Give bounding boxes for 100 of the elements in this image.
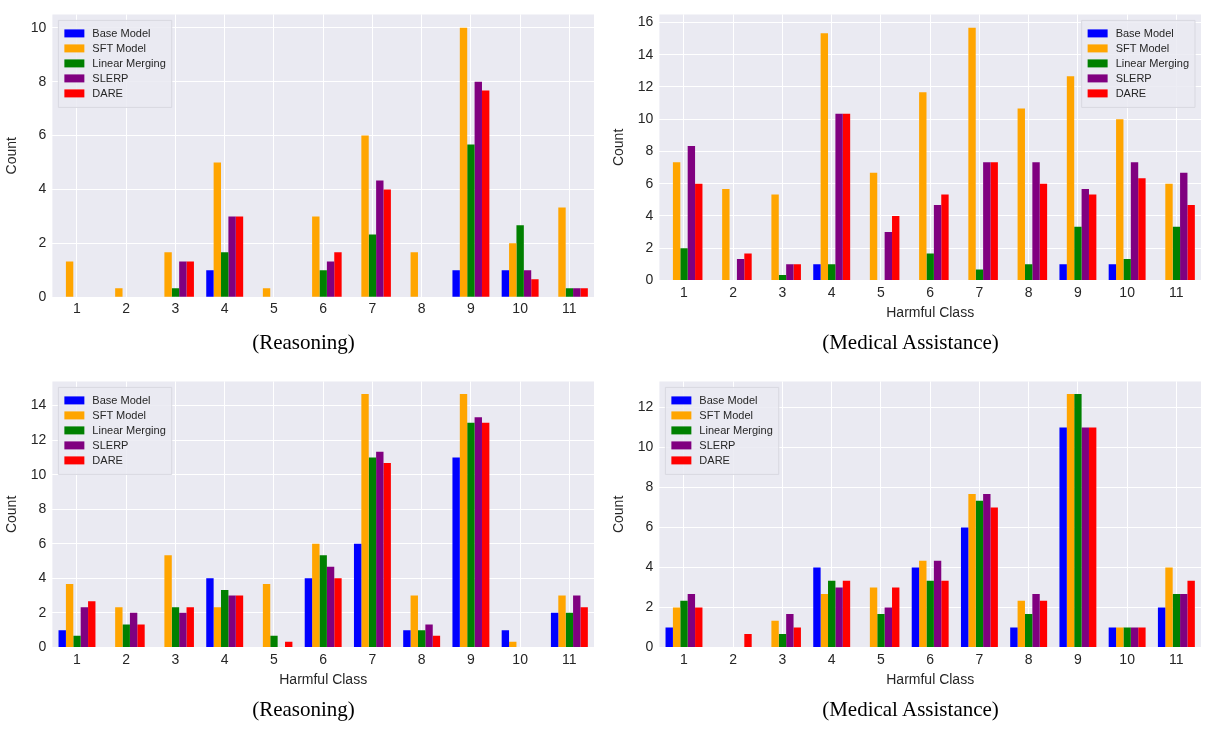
bar <box>550 612 559 647</box>
x-tick-label: 7 <box>368 300 377 317</box>
y-tick-label: 2 <box>645 239 654 256</box>
y-tick-label: 0 <box>38 638 47 655</box>
bar <box>164 555 172 647</box>
bar <box>262 288 271 297</box>
bar <box>1123 258 1131 280</box>
bar <box>368 457 377 647</box>
bar <box>270 635 278 647</box>
bar <box>179 261 187 297</box>
x-tick-label: 10 <box>512 300 529 317</box>
bar <box>417 630 426 647</box>
x-tick-label: 1 <box>73 650 82 667</box>
bar <box>1059 427 1067 647</box>
legend-label: SLERP <box>92 438 129 451</box>
bar <box>722 188 730 280</box>
legend-label: SFT Model <box>699 408 753 421</box>
y-tick-label: 0 <box>645 271 654 288</box>
bar <box>516 225 524 297</box>
bar <box>459 394 468 647</box>
y-tick-label: 2 <box>645 598 654 615</box>
bar <box>558 207 566 297</box>
y-tick-label: 4 <box>38 569 47 586</box>
bar <box>786 614 794 647</box>
bar <box>65 584 74 647</box>
bar <box>911 567 920 647</box>
y-tick-label: 10 <box>637 438 654 455</box>
bar <box>1116 627 1124 647</box>
bar <box>334 578 342 647</box>
bar <box>778 275 787 280</box>
legend-label: Linear Merging <box>699 423 773 436</box>
bar <box>432 635 441 647</box>
x-tick-label: 9 <box>467 300 475 317</box>
legend-label: SFT Model <box>1115 41 1170 54</box>
y-tick-label: 2 <box>38 603 47 620</box>
bar <box>869 172 878 280</box>
y-axis-title: Count <box>610 495 627 534</box>
bar <box>744 634 752 647</box>
bar <box>892 215 900 280</box>
bar <box>467 422 475 647</box>
bar <box>1074 394 1082 647</box>
x-tick-label: 2 <box>122 300 131 317</box>
bar <box>326 261 335 297</box>
bar <box>926 253 934 280</box>
x-tick-label: 8 <box>1024 283 1033 300</box>
bar <box>1032 594 1040 647</box>
bar <box>736 258 745 280</box>
bar <box>919 560 927 647</box>
y-tick-label: 2 <box>38 234 47 251</box>
bar <box>828 580 836 647</box>
bar <box>835 113 843 280</box>
bar <box>221 589 229 647</box>
bar <box>744 253 752 280</box>
x-tick-label: 4 <box>827 650 836 667</box>
bar <box>312 543 320 647</box>
x-tick-label: 7 <box>975 283 984 300</box>
legend-label: Linear Merging <box>92 423 166 436</box>
y-tick-label: 8 <box>38 500 47 517</box>
legend-label: SLERP <box>92 71 129 84</box>
bar <box>793 627 801 647</box>
bar <box>926 580 934 647</box>
bar <box>580 607 588 647</box>
x-tick-label: 8 <box>1024 650 1033 667</box>
y-tick-label: 14 <box>637 45 654 62</box>
bar <box>558 595 566 647</box>
bar <box>304 578 313 647</box>
text: (Medical Assistance) <box>821 329 1000 356</box>
bar <box>452 457 460 647</box>
bar <box>580 288 588 297</box>
y-tick-label: 6 <box>645 518 654 535</box>
x-tick-label: 11 <box>562 300 577 317</box>
text: (Reasoning) <box>251 696 356 723</box>
bar <box>884 607 893 647</box>
x-tick-label: 9 <box>1074 283 1082 300</box>
y-axis-title: Count <box>3 495 20 534</box>
bar <box>960 527 969 647</box>
y-tick-label: 6 <box>645 174 654 191</box>
y-tick-label: 10 <box>30 18 47 35</box>
bar <box>820 33 829 280</box>
bar <box>368 234 377 297</box>
bar <box>990 162 998 280</box>
bar <box>1039 183 1048 280</box>
bar <box>383 189 391 297</box>
y-tick-label: 4 <box>38 180 47 197</box>
bar <box>892 587 900 647</box>
bar <box>129 612 138 647</box>
y-axis-title: Count <box>610 128 627 167</box>
bar <box>221 252 229 297</box>
bar <box>565 612 574 647</box>
bar <box>968 27 976 280</box>
bar <box>383 463 391 647</box>
bar <box>1017 600 1025 647</box>
y-tick-label: 4 <box>645 558 654 575</box>
bar <box>975 269 984 280</box>
legend-label: DARE <box>92 86 123 99</box>
bar <box>88 601 96 647</box>
x-tick-label: 11 <box>1169 283 1184 300</box>
bar <box>1066 394 1075 647</box>
bar <box>235 216 244 297</box>
bar <box>665 627 673 647</box>
